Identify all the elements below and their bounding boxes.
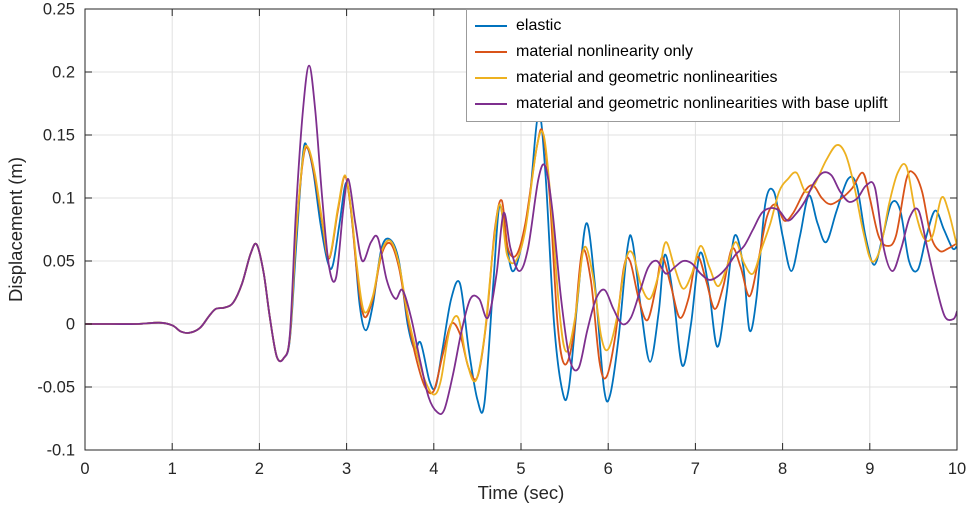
legend-label: material and geometric nonlinearities — [516, 69, 778, 86]
x-tick-label: 5 — [516, 460, 525, 478]
legend-item-material-geometric-nonlinearities: material and geometric nonlinearities — [475, 67, 888, 89]
y-tick-label: -0.05 — [37, 379, 75, 397]
x-tick-label: 9 — [865, 460, 874, 478]
x-tick-label: 6 — [604, 460, 613, 478]
legend-line-swatch — [475, 77, 507, 79]
x-tick-label: 2 — [255, 460, 264, 478]
y-tick-label: -0.1 — [47, 442, 75, 460]
y-tick-label: 0.1 — [52, 190, 75, 208]
legend-label: material and geometric nonlinearities wi… — [516, 95, 888, 112]
y-tick-label: 0.15 — [43, 127, 75, 145]
y-tick-label: 0.2 — [52, 64, 75, 82]
x-tick-label: 8 — [778, 460, 787, 478]
x-tick-label: 7 — [691, 460, 700, 478]
x-tick-label: 10 — [948, 460, 966, 478]
legend-line-swatch — [475, 25, 507, 27]
legend-label: elastic — [516, 17, 562, 34]
x-tick-label: 0 — [80, 460, 89, 478]
y-tick-label: 0.25 — [43, 1, 75, 19]
legend-item-material-geometric-nonlinearities-base-uplift: material and geometric nonlinearities wi… — [475, 93, 888, 115]
legend-item-material-nonlinearity-only: material nonlinearity only — [475, 41, 888, 63]
x-tick-label: 1 — [168, 460, 177, 478]
series-line-material-and-geometric-nonlinearities-with-base-uplift — [85, 64, 957, 415]
x-tick-label: 3 — [342, 460, 351, 478]
legend-line-swatch — [475, 103, 507, 105]
legend-label: material nonlinearity only — [516, 43, 693, 60]
legend-line-swatch — [475, 51, 507, 53]
x-tick-label: 4 — [429, 460, 438, 478]
y-axis-label: Displacement (m) — [5, 157, 26, 302]
y-tick-label: 0 — [66, 316, 75, 334]
y-tick-label: 0.05 — [43, 253, 75, 271]
legend: elastic material nonlinearity only mater… — [466, 9, 900, 122]
x-axis-label: Time (sec) — [478, 482, 565, 503]
legend-item-elastic: elastic — [475, 15, 888, 37]
